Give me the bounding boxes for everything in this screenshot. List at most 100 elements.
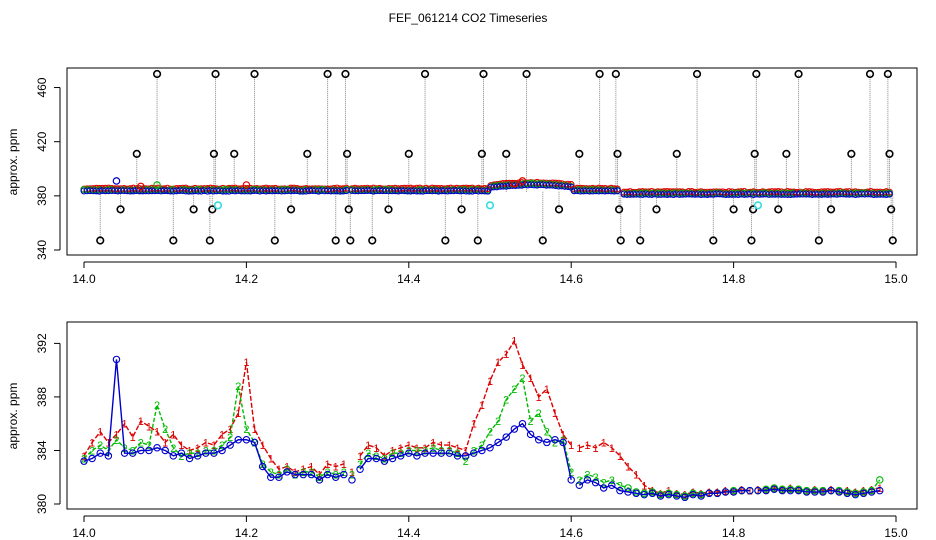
series-1-point: 1 <box>292 467 298 479</box>
outlier-point <box>652 205 661 214</box>
bottom-x-tick-label: 14.6 <box>560 526 584 540</box>
series-1-point: 1 <box>657 488 663 500</box>
series-2-point: 2 <box>479 440 485 452</box>
outlier-point <box>420 69 430 79</box>
series-2-point: 2 <box>414 445 420 457</box>
series-2-point: 2 <box>341 467 347 479</box>
series-2-point: 2 <box>381 453 387 465</box>
series-2-point: 2 <box>560 435 566 447</box>
series-3-point <box>364 454 372 463</box>
outlier-point <box>211 69 220 79</box>
series-2-point: 2 <box>487 427 493 439</box>
series-1-point: 1 <box>528 373 534 385</box>
series-3-point <box>583 476 592 484</box>
series-3-point <box>664 490 673 499</box>
series-1-point: 1 <box>398 443 404 455</box>
series-1-point: 1 <box>381 451 387 463</box>
series-2-point: 2 <box>316 472 322 484</box>
series-3-point <box>291 470 299 479</box>
bottom-y-tick-label: 384 <box>35 440 49 460</box>
series-1-point: 1 <box>154 427 160 439</box>
series-3-point <box>96 449 104 457</box>
series-1-point: 1 <box>122 419 128 431</box>
series-3-point <box>250 438 259 447</box>
series-2-point: 2 <box>389 448 395 460</box>
top-y-tick-label: 460 <box>35 77 49 97</box>
series-3-point <box>551 436 559 444</box>
series-1-point: 1 <box>373 443 379 455</box>
series-2-point: 2 <box>406 445 412 457</box>
series-3-point <box>80 457 88 465</box>
outlier-point <box>709 236 718 245</box>
series-1-point: 1 <box>333 462 339 474</box>
outlier-point <box>342 149 352 158</box>
series-3-point <box>453 452 462 460</box>
top-axes: 14.0 14.2 14.4 14.6 14.8 15.0 340 380 420 460 <box>35 77 908 286</box>
bottom-y-tick-label: 380 <box>35 494 49 514</box>
series-3-point <box>632 489 640 498</box>
outlier-point <box>331 236 340 245</box>
outlier-point <box>750 149 759 158</box>
series-1-point: 1 <box>422 443 428 455</box>
outlier-point <box>538 236 547 245</box>
series-1-point: 1 <box>349 467 355 479</box>
series-2-point: 2 <box>454 448 460 460</box>
series-3-point <box>681 493 689 502</box>
series-1-point: 1 <box>446 440 452 452</box>
outlier-point <box>826 205 836 214</box>
series-2-point: 2 <box>365 448 371 460</box>
series-1-point: 1 <box>438 440 444 452</box>
series-1-point: 1 <box>260 440 266 452</box>
series-1-point: 1 <box>186 445 192 457</box>
series-1-point: 1 <box>479 400 485 412</box>
series-2-point: 2 <box>138 437 144 449</box>
series-1-point: 1 <box>641 480 647 492</box>
series-2-point: 2 <box>373 451 379 463</box>
series-2-point <box>876 476 884 484</box>
bottom-y-tick-label: 388 <box>35 387 49 407</box>
series-1-point: 1 <box>300 464 306 476</box>
series-1-point: 1 <box>325 459 331 471</box>
series-3-point <box>770 485 778 494</box>
series-3-point <box>656 492 665 500</box>
series-1-point: 1 <box>536 392 542 404</box>
series-1-point: 1 <box>195 443 201 455</box>
series-2-point: 2 <box>292 470 298 482</box>
series-3-point <box>867 488 876 496</box>
outlier-point <box>522 69 531 79</box>
series-2-point: 2 <box>300 467 306 479</box>
outlier-point <box>615 205 624 214</box>
outlier-point <box>473 236 482 245</box>
series-3-point <box>543 438 551 447</box>
top-x-tick-label: 15.0 <box>884 272 908 286</box>
series-2-point: 2 <box>227 432 233 444</box>
series-2-point: 2 <box>398 448 404 460</box>
series-1-point: 1 <box>211 440 217 452</box>
series-1-point: 1 <box>747 486 753 498</box>
outlier-point <box>286 205 296 214</box>
series-3-point <box>486 444 494 452</box>
series-3-point <box>88 454 96 463</box>
series-1-point: 1 <box>243 357 249 369</box>
series-2-point: 2 <box>446 445 452 457</box>
series-3-point <box>843 489 852 498</box>
series-2-point: 2 <box>170 443 176 455</box>
outlier-point <box>672 149 681 158</box>
series-2-point: 2 <box>146 440 152 452</box>
series-3-point <box>502 433 510 441</box>
series-1-point: 1 <box>454 443 460 455</box>
series-3-point <box>429 449 437 457</box>
series-3-point <box>267 473 275 481</box>
top-y-tick-label: 340 <box>35 240 49 260</box>
series-3-point <box>405 449 413 457</box>
series-3-point <box>421 449 429 457</box>
series-2-point: 2 <box>584 470 590 482</box>
series-3-point <box>526 430 535 439</box>
series-1-point: 1 <box>625 462 631 474</box>
series-1-point: 1 <box>113 429 119 441</box>
series-3-point <box>599 484 608 492</box>
top-x-tick-label: 14.4 <box>397 272 421 286</box>
series-2-point: 2 <box>438 445 444 457</box>
series-1-point: 1 <box>251 424 257 436</box>
